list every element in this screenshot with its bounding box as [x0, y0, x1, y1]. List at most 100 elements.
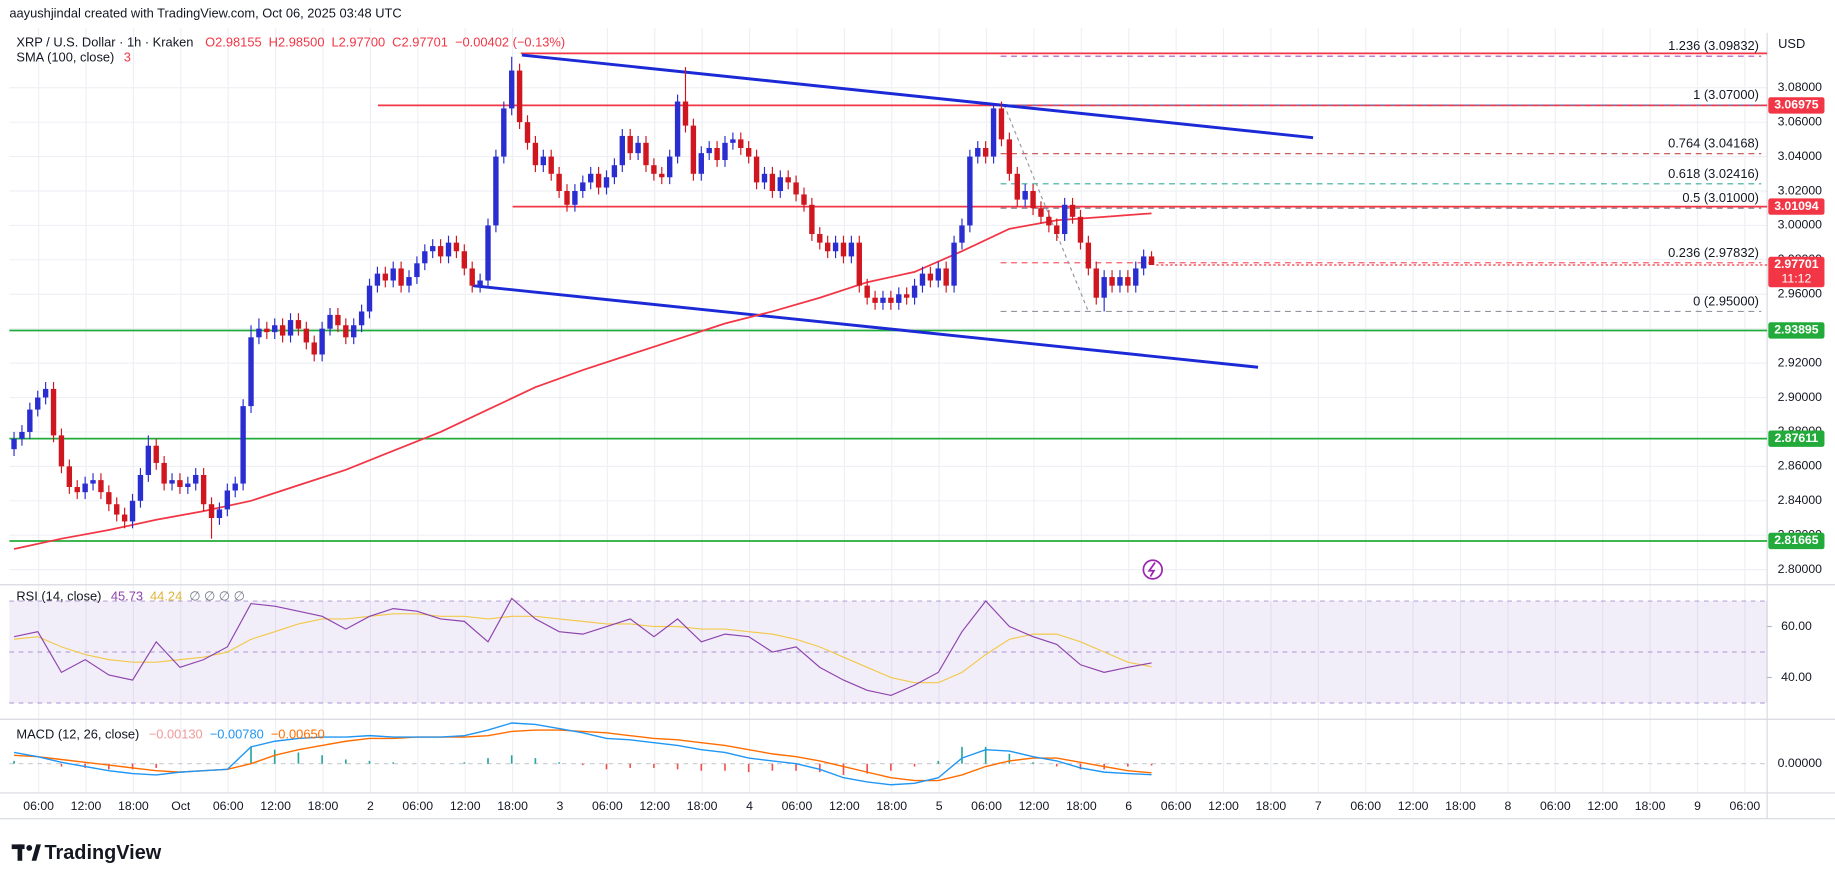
candle-body [1014, 173, 1020, 200]
candle-body [185, 483, 191, 488]
candle-body [1133, 268, 1139, 286]
x-tick-label: 12:00 [450, 799, 481, 813]
candle-body [414, 263, 420, 278]
candle-body [351, 325, 357, 338]
macd-value: −0.00780 [210, 727, 264, 742]
candle-body [406, 277, 412, 286]
candle-body [295, 320, 302, 329]
logo-stem [17, 844, 23, 861]
candle-body [872, 297, 878, 303]
candle-body [493, 156, 499, 226]
price-badge-label: 2.93895 [1774, 323, 1819, 337]
candle-body [785, 177, 791, 183]
candle-body [35, 397, 41, 410]
candle-body [106, 492, 112, 505]
price-badge [1768, 198, 1825, 215]
candle-body [1061, 204, 1068, 235]
x-tick-label: 06:00 [1350, 799, 1381, 813]
macd-line [13, 722, 1152, 786]
candle-body [975, 147, 981, 157]
rsi-line [13, 597, 1152, 697]
candle-body [461, 251, 468, 269]
icon-bolt [1147, 562, 1156, 578]
candle-body [951, 242, 957, 286]
candle-body [801, 194, 807, 205]
y-tick-label: 2.96000 [1778, 287, 1823, 301]
macd-signal-value: −0.00650 [271, 727, 325, 742]
x-tick-label: 18:00 [118, 799, 149, 813]
candle-body [1054, 225, 1060, 235]
candle-body [19, 431, 25, 439]
y-tick-label: 3.02000 [1778, 183, 1823, 197]
candle-body [1077, 216, 1084, 243]
x-tick-label: Oct [171, 799, 191, 813]
y-tick-label: 3.06000 [1778, 114, 1823, 128]
candle-body [319, 328, 325, 355]
candle-body [264, 328, 270, 333]
x-tick-label: 06:00 [971, 799, 1002, 813]
candle-body [603, 177, 610, 188]
candle-body [1046, 216, 1052, 226]
x-tick-label: 12:00 [260, 799, 291, 813]
candle-body [524, 122, 531, 143]
candle-body [390, 268, 396, 281]
countdown-label: 11:12 [1781, 271, 1811, 285]
candle-body [121, 514, 128, 522]
brand-logo: TradingView [11, 842, 162, 864]
macd-tick-label: 0.00000 [1778, 756, 1823, 770]
price-badge [1768, 532, 1825, 550]
rsi-legend: RSI (14, close) 45.73 44.24 ∅ ∅ ∅ ∅ [16, 589, 244, 604]
candle-body [193, 474, 199, 484]
candle-body [651, 165, 657, 174]
candle-body [903, 294, 910, 298]
candle-body [1022, 191, 1028, 200]
candle-body [682, 101, 689, 126]
candle-body [42, 388, 49, 398]
candle-body [1109, 277, 1115, 286]
x-tick-label: 12:00 [71, 799, 102, 813]
candle-body [98, 480, 104, 493]
x-tick-label: 06:00 [1540, 799, 1571, 813]
candle-body [153, 445, 159, 463]
rsi-ma-line [13, 613, 1152, 684]
y-tick-label: 2.90000 [1778, 390, 1823, 404]
candle-body [824, 242, 831, 252]
price-badge-label: 3.06975 [1774, 98, 1819, 112]
y-tick-label: 2.86000 [1778, 459, 1823, 473]
candle-body [232, 483, 238, 491]
candle-body [659, 173, 665, 178]
price-badge [1768, 97, 1825, 114]
x-tick-label: 12:00 [1208, 799, 1239, 813]
candle-body [279, 325, 286, 336]
candle-body [27, 409, 33, 432]
y-tick-label: 3.00000 [1778, 218, 1823, 232]
x-tick-label: 18:00 [497, 799, 528, 813]
candle-body [169, 480, 175, 484]
x-tick-label: 6 [1125, 799, 1132, 813]
candle-body [793, 182, 799, 195]
candle-body [864, 285, 870, 298]
candle-body [129, 500, 136, 522]
candle-body [745, 147, 752, 157]
ohlc-low: L2.97700 [332, 35, 386, 50]
candle-body [919, 273, 926, 286]
candle-body [453, 242, 460, 252]
icon-ring [1142, 559, 1163, 580]
candle-body [880, 297, 886, 303]
candle-body [690, 125, 697, 174]
ohlc-high: H2.98500 [269, 35, 325, 50]
candle-body [738, 139, 744, 148]
candle-body [595, 173, 602, 188]
fib-label: 1 (3.07000) [1693, 87, 1759, 102]
ohlc-change: −0.00402 (−0.13%) [455, 35, 565, 50]
x-tick-label: 18:00 [1066, 799, 1097, 813]
x-tick-label: 06:00 [1730, 799, 1761, 813]
x-tick-label: 18:00 [1635, 799, 1666, 813]
candle-body [216, 509, 223, 518]
candle-body [714, 147, 720, 161]
candle-body [927, 273, 934, 281]
candle-body [1140, 256, 1147, 269]
candle-body [1030, 191, 1036, 209]
candle-body [1148, 256, 1155, 266]
